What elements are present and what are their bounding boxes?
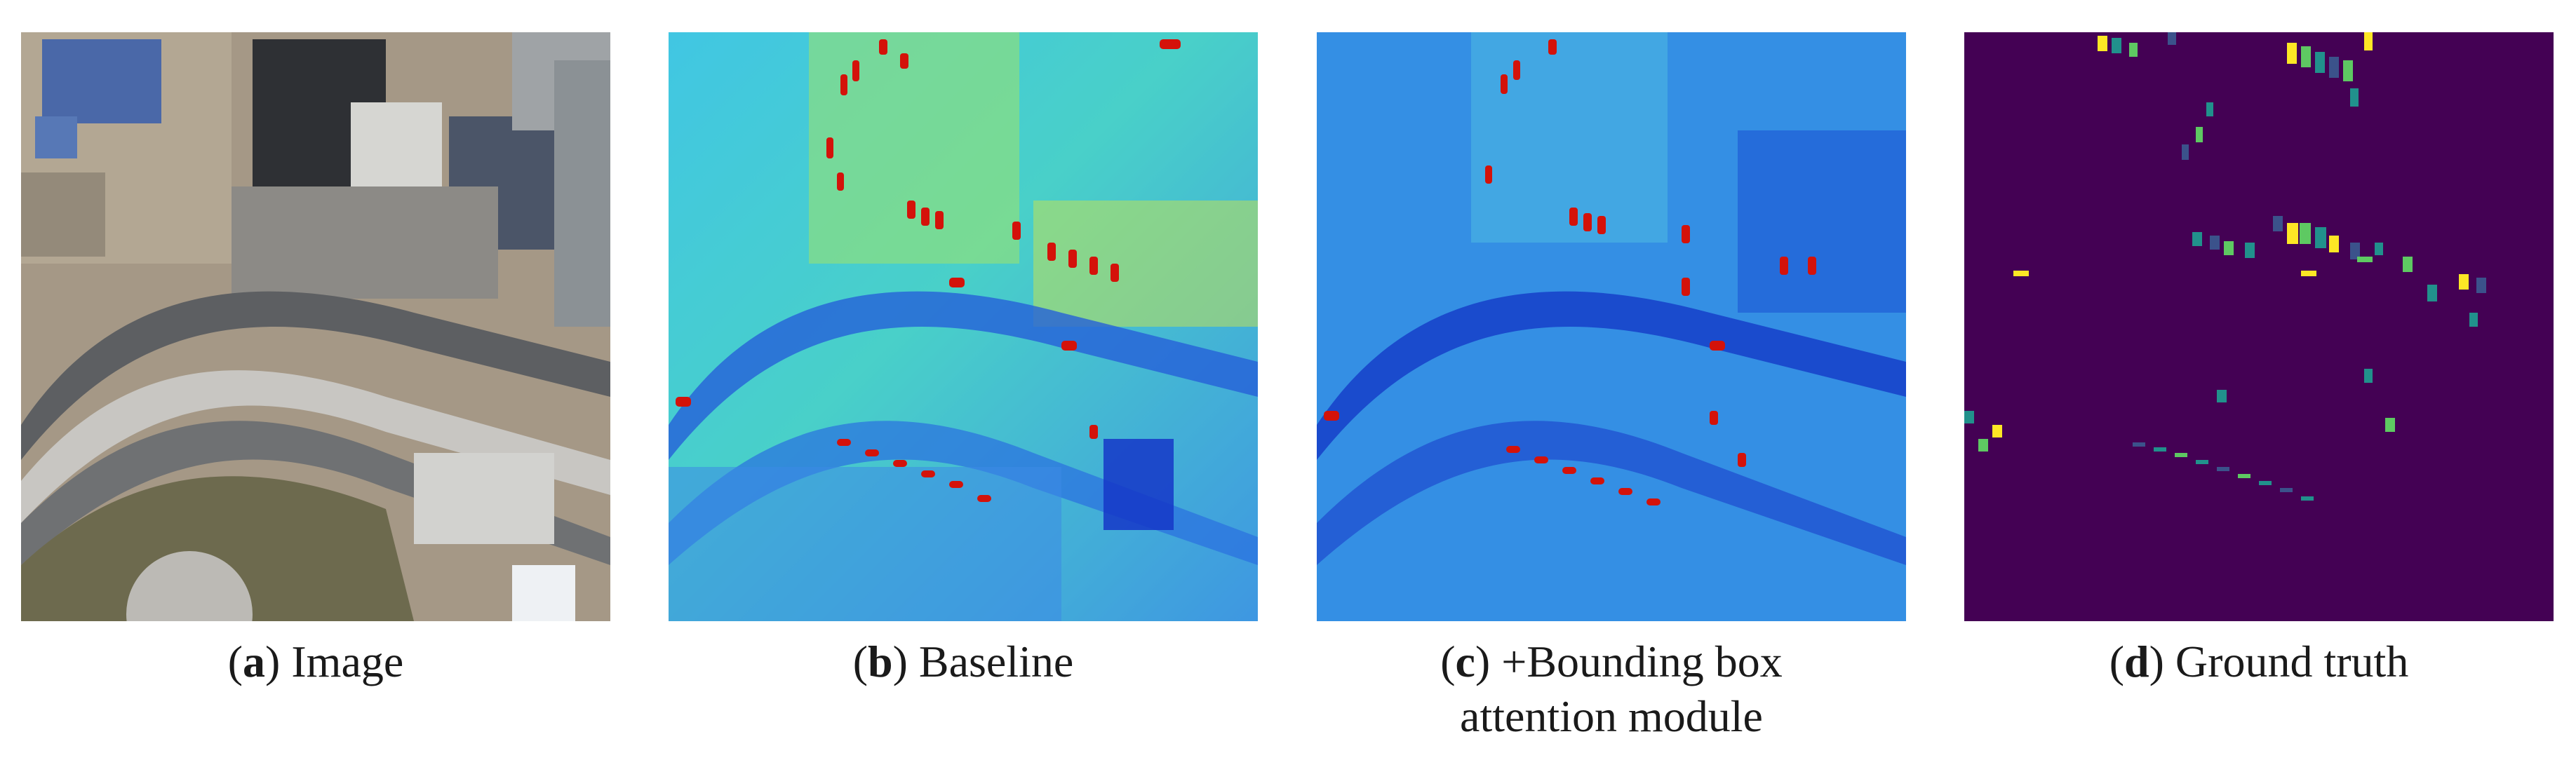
caption-image: (a) Image [227, 637, 404, 686]
ground-truth-map [1964, 32, 2554, 621]
caption-letter-d: d [2124, 637, 2149, 686]
highway [21, 291, 610, 460]
car-hotspots [676, 39, 1181, 502]
caption-text-a: Image [291, 637, 404, 686]
aerial-image-panel [21, 32, 610, 621]
caption-letter-a: a [243, 637, 266, 686]
ground-truth-objects [1964, 32, 2486, 501]
caption-text-c-line2: attention module [1460, 691, 1763, 741]
baseline-heatmap-panel [669, 32, 1258, 621]
caption-letter-c: c [1455, 637, 1475, 686]
caption-text-d: Ground truth [2175, 637, 2409, 686]
aerial-image [21, 32, 610, 621]
attention-heatmap [1317, 32, 1906, 621]
caption-text-b: Baseline [918, 637, 1074, 686]
caption-text-c-line1: +Bounding box [1501, 637, 1783, 686]
baseline-heatmap [669, 32, 1258, 621]
ground-truth-panel [1964, 32, 2554, 621]
caption-letter-b: b [868, 637, 893, 686]
blue-roof-building [42, 39, 161, 123]
attention-heatmap-panel [1317, 32, 1906, 621]
caption-attention: (c) +Bounding box attention module [1289, 635, 1934, 744]
caption-ground-truth: (d) Ground truth [2109, 637, 2409, 686]
caption-baseline: (b) Baseline [852, 637, 1074, 686]
attention-hotspots [1324, 39, 1816, 505]
